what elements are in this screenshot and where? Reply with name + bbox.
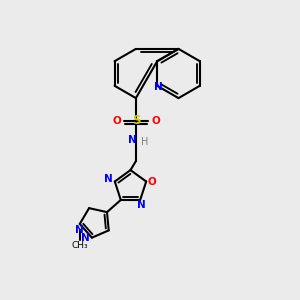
Text: O: O [112, 116, 121, 126]
Text: N: N [137, 200, 146, 210]
Text: O: O [148, 176, 157, 187]
Text: S: S [132, 114, 140, 127]
Text: N: N [81, 233, 90, 243]
Text: N: N [128, 135, 137, 145]
Text: N: N [75, 225, 84, 235]
Text: H: H [141, 136, 148, 147]
Text: N: N [154, 82, 163, 92]
Text: O: O [151, 116, 160, 126]
Text: CH₃: CH₃ [71, 241, 88, 250]
Text: N: N [104, 174, 112, 184]
